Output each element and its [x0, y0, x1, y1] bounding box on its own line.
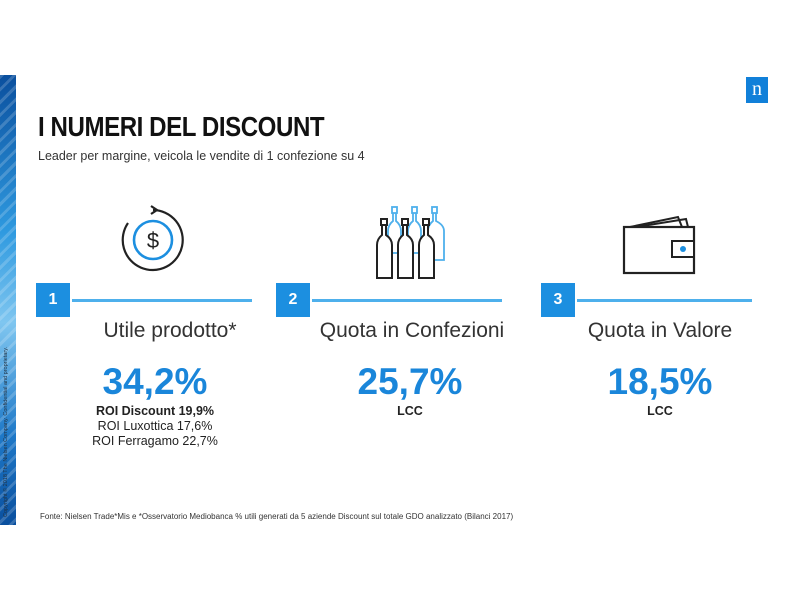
- source-footnote: Fonte: Nielsen Trade*Mis e *Osservatorio…: [40, 512, 514, 521]
- kpi-1-divider: [72, 299, 252, 302]
- slide-subtitle: Leader per margine, veicola le vendite d…: [38, 149, 365, 163]
- kpi-3-number: 3: [541, 283, 575, 317]
- kpi-1-note-3: ROI Ferragamo 22,7%: [92, 434, 218, 448]
- svg-text:$: $: [147, 228, 159, 253]
- bottles-icon: [376, 206, 445, 279]
- kpi-3-value: 18,5%: [607, 361, 713, 402]
- kpi-2-divider: [312, 299, 502, 302]
- kpi-1-label: Utile prodotto*: [103, 319, 237, 342]
- kpi-1-value: 34,2%: [102, 361, 208, 402]
- kpi-3-divider: [577, 299, 752, 302]
- kpi-1-number: 1: [36, 283, 70, 317]
- kpi-2-note-1: LCC: [397, 404, 423, 418]
- kpi-1-note-2: ROI Luxottica 17,6%: [97, 419, 213, 433]
- slide: Copyright © 2018 The Nielsen Company. Co…: [0, 75, 800, 525]
- copyright-text: Copyright © 2018 The Nielsen Company. Co…: [3, 346, 9, 517]
- kpi-3-note-1: LCC: [647, 404, 673, 418]
- kpi-2-number: 2: [276, 283, 310, 317]
- kpi-1-note-1: ROI Discount 19,9%: [95, 404, 215, 418]
- side-decoration-strip: [0, 75, 16, 525]
- wallet-icon: [622, 215, 696, 275]
- kpi-2-value: 25,7%: [357, 361, 463, 402]
- slide-title: I NUMERI DEL DISCOUNT: [38, 111, 325, 142]
- kpi-3-label: Quota in Valore: [587, 319, 733, 342]
- dollar-cycle-icon: $: [121, 205, 184, 272]
- kpi-2-label: Quota in Confezioni: [319, 319, 505, 342]
- nielsen-logo: n: [746, 77, 768, 103]
